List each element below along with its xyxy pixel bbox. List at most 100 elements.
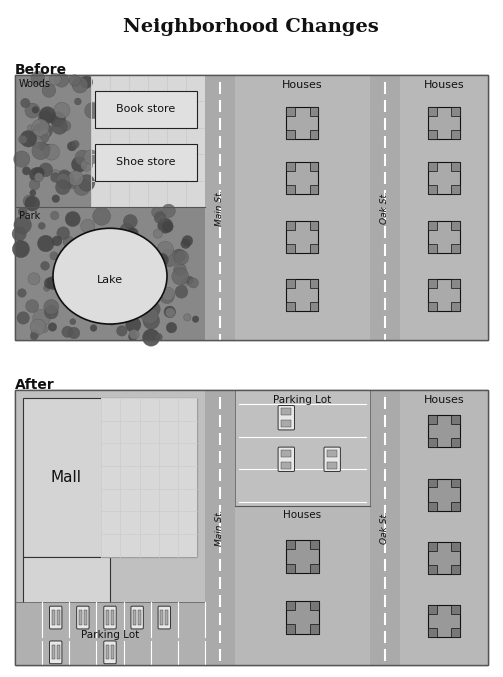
Circle shape <box>129 329 139 339</box>
Bar <box>310 600 319 610</box>
Circle shape <box>165 307 175 318</box>
Bar <box>451 565 460 573</box>
Text: Mall: Mall <box>51 470 82 485</box>
Circle shape <box>44 305 58 319</box>
Circle shape <box>30 332 38 340</box>
Bar <box>286 624 295 634</box>
Circle shape <box>50 112 65 127</box>
Circle shape <box>39 129 50 139</box>
Bar <box>451 107 460 116</box>
Bar <box>309 279 318 288</box>
Circle shape <box>68 327 80 338</box>
Polygon shape <box>428 542 460 573</box>
Circle shape <box>161 287 175 301</box>
Bar <box>15 602 205 665</box>
Circle shape <box>70 319 76 325</box>
Circle shape <box>55 73 69 87</box>
Circle shape <box>28 273 40 285</box>
Circle shape <box>144 301 160 317</box>
Bar <box>451 185 460 194</box>
FancyBboxPatch shape <box>104 641 116 663</box>
Circle shape <box>22 167 31 175</box>
Bar <box>57 645 60 659</box>
Text: Houses: Houses <box>283 510 321 519</box>
Circle shape <box>94 253 105 263</box>
Circle shape <box>78 175 95 191</box>
Ellipse shape <box>53 228 167 324</box>
Circle shape <box>41 134 49 141</box>
Bar <box>428 107 437 116</box>
Circle shape <box>154 333 162 341</box>
FancyBboxPatch shape <box>278 447 294 471</box>
Circle shape <box>134 240 150 256</box>
Circle shape <box>30 190 36 196</box>
Circle shape <box>120 223 134 238</box>
Polygon shape <box>287 221 318 253</box>
Circle shape <box>159 289 174 303</box>
Bar <box>286 600 295 610</box>
Circle shape <box>51 254 57 260</box>
Circle shape <box>52 169 60 177</box>
Polygon shape <box>428 479 460 510</box>
Text: Houses: Houses <box>282 80 323 90</box>
Circle shape <box>175 285 188 298</box>
Circle shape <box>68 242 82 257</box>
Bar <box>309 162 318 171</box>
Circle shape <box>184 313 191 321</box>
Bar <box>84 611 87 625</box>
Polygon shape <box>428 221 460 253</box>
Circle shape <box>153 229 162 238</box>
Circle shape <box>80 76 93 88</box>
Polygon shape <box>428 107 460 139</box>
Circle shape <box>127 227 138 239</box>
Circle shape <box>29 130 47 148</box>
Circle shape <box>99 279 113 292</box>
Circle shape <box>47 276 60 290</box>
Bar <box>428 502 437 510</box>
Bar <box>428 130 437 139</box>
Bar <box>15 390 488 665</box>
Circle shape <box>104 261 121 278</box>
Circle shape <box>192 316 199 322</box>
Circle shape <box>186 276 194 284</box>
Polygon shape <box>287 107 318 139</box>
Bar <box>428 479 437 487</box>
Bar <box>95 144 197 181</box>
Bar <box>286 540 295 549</box>
Text: Park: Park <box>19 211 40 221</box>
Circle shape <box>44 144 59 160</box>
Text: Lake: Lake <box>97 275 123 285</box>
Circle shape <box>114 297 124 307</box>
Circle shape <box>26 300 39 313</box>
Bar <box>51 611 54 625</box>
Circle shape <box>83 150 98 165</box>
Circle shape <box>166 322 177 333</box>
Bar <box>91 75 205 207</box>
Circle shape <box>52 119 67 134</box>
Bar <box>15 207 205 340</box>
Bar <box>287 162 295 171</box>
Circle shape <box>29 179 40 190</box>
Bar <box>23 398 197 556</box>
Circle shape <box>85 247 93 255</box>
Circle shape <box>80 159 93 171</box>
Circle shape <box>88 267 106 285</box>
Circle shape <box>68 171 83 185</box>
Circle shape <box>174 250 189 265</box>
Circle shape <box>154 212 166 223</box>
Bar <box>428 565 437 573</box>
Bar <box>101 398 197 556</box>
Circle shape <box>188 278 198 288</box>
Circle shape <box>21 98 30 108</box>
Bar <box>235 390 370 506</box>
Circle shape <box>155 253 169 267</box>
Bar <box>133 611 136 625</box>
Bar <box>428 221 437 230</box>
Bar <box>287 185 295 194</box>
Bar <box>451 502 460 510</box>
Circle shape <box>42 326 48 332</box>
Circle shape <box>50 211 59 220</box>
Bar <box>15 75 488 340</box>
Circle shape <box>39 124 52 138</box>
Polygon shape <box>428 605 460 637</box>
